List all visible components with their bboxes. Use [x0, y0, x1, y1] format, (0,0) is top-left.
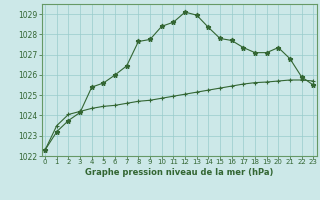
X-axis label: Graphe pression niveau de la mer (hPa): Graphe pression niveau de la mer (hPa): [85, 168, 273, 177]
